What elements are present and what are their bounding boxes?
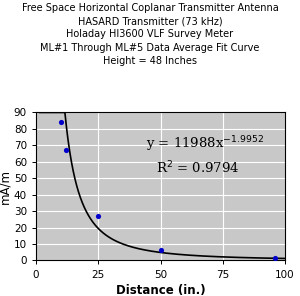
Point <box>158 248 163 253</box>
Text: y = 11988x$^{-1.9952}$: y = 11988x$^{-1.9952}$ <box>146 135 264 154</box>
Text: Free Space Horizontal Coplanar Transmitter Antenna
HASARD Transmitter (73 kHz)
H: Free Space Horizontal Coplanar Transmitt… <box>22 3 278 66</box>
Text: R$^2$ = 0.9794: R$^2$ = 0.9794 <box>155 160 239 176</box>
Point <box>64 148 68 153</box>
X-axis label: Distance (in.): Distance (in.) <box>116 284 205 296</box>
Point <box>273 256 278 261</box>
Point <box>58 120 63 125</box>
Y-axis label: mA/m: mA/m <box>0 169 11 204</box>
Point <box>96 214 101 218</box>
